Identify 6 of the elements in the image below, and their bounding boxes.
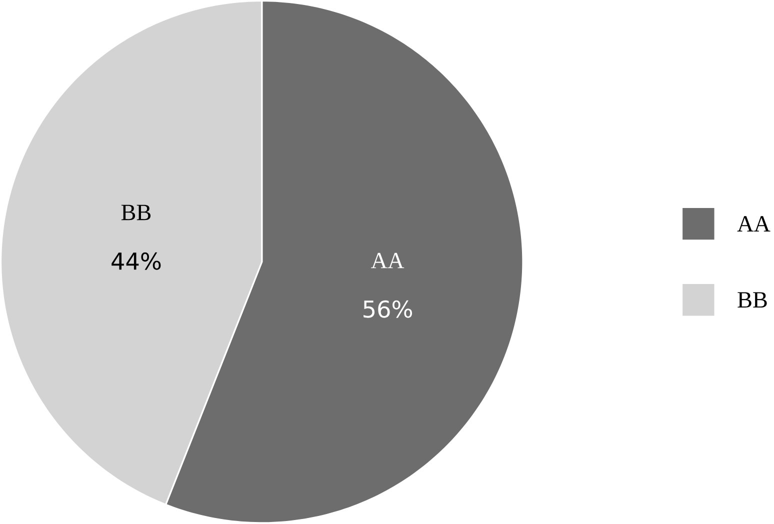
legend-label: AA [737, 216, 770, 232]
data-label: 44% [112, 252, 161, 270]
slice-label: BB [121, 205, 151, 220]
slice-label: AA [371, 252, 404, 268]
legend-label: BB [738, 292, 767, 308]
data-label: 56% [364, 300, 412, 318]
